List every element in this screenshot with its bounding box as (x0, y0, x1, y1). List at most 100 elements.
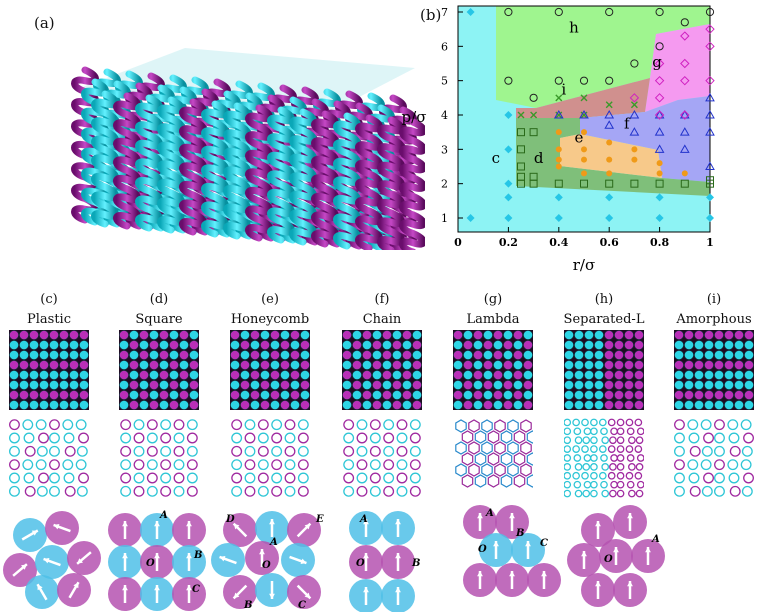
orientation-arrowhead (53, 524, 60, 530)
orientation-arrowhead (154, 521, 160, 527)
marker-amorphous (530, 111, 538, 119)
y-tick-label: 2 (441, 178, 448, 191)
marker-chain (679, 144, 690, 153)
marker-amorphous (555, 94, 563, 102)
region-label-h: h (569, 19, 579, 37)
marker-separated (554, 76, 563, 85)
marker-chain (705, 127, 715, 136)
x-tick-label: 0.6 (600, 236, 619, 249)
helix-37 (245, 104, 273, 242)
helix-30 (91, 90, 119, 228)
marker-honeycomb (606, 170, 613, 177)
marker-lambda (705, 41, 715, 52)
column-letter: (c) (40, 292, 58, 307)
x-axis-label: r/σ (573, 256, 595, 274)
marker-lambda (680, 58, 690, 69)
marker-chain (553, 109, 564, 119)
region-label-c: c (492, 149, 500, 167)
marker-chain (705, 92, 715, 102)
schematic-label: A (485, 508, 494, 519)
marker-amorphous (580, 94, 588, 102)
orientation-arrowhead (186, 553, 192, 559)
schematic-label: A (651, 534, 660, 545)
marker-lambda (654, 93, 665, 103)
orientation-arrowhead (363, 553, 369, 559)
orientation-arrowhead (363, 519, 369, 525)
schematic-label: C (192, 584, 200, 595)
region-honeycomb (560, 134, 662, 178)
helix-34 (179, 98, 207, 236)
helix-42 (355, 114, 383, 250)
marker-separated (579, 76, 589, 85)
x-tick-label: 0.2 (499, 236, 518, 249)
orientation-arrowhead (186, 521, 192, 527)
marker-plastic (605, 214, 614, 222)
marker-lambda (680, 31, 690, 41)
ring-projection (674, 419, 754, 497)
plot-area (458, 6, 710, 232)
region-label-d: d (534, 149, 544, 167)
marker-square (630, 179, 639, 188)
marker-square (529, 128, 538, 137)
marker-square (580, 179, 588, 188)
orientation-arrowhead (259, 549, 265, 555)
schematic-label: A (159, 510, 168, 521)
ring-projection (120, 419, 198, 497)
orientation-arrowhead (122, 521, 128, 527)
marker-chain (629, 127, 640, 136)
marker-honeycomb (555, 146, 562, 153)
orientation-arrowhead (122, 585, 128, 591)
column-title: Honeycomb (230, 312, 310, 327)
marker-plastic (554, 193, 563, 202)
column-title: Separated-L (563, 312, 645, 327)
marker-honeycomb (555, 129, 562, 136)
marker-square (529, 172, 538, 181)
schematic-label: E (315, 514, 324, 525)
marker-separated (554, 7, 563, 17)
structure-render (9, 330, 89, 410)
marker-separated (529, 93, 538, 102)
marker-chain (654, 109, 665, 119)
marker-plastic (655, 214, 664, 222)
schematic-label: O (604, 554, 613, 565)
helix-40 (311, 110, 339, 248)
orientation-arrowhead (219, 556, 226, 562)
schematic-label: C (298, 600, 306, 611)
orientation-arrowhead (269, 519, 275, 525)
marker-square (655, 179, 664, 188)
column-title: Lambda (466, 312, 520, 327)
orientation-arrowhead (627, 513, 633, 519)
helix-43 (377, 116, 405, 250)
marker-chain (679, 127, 690, 136)
marker-separated (705, 7, 715, 17)
x-tick-label: 0.4 (549, 236, 568, 249)
marker-honeycomb (631, 146, 638, 153)
schematic-label: O (146, 558, 155, 569)
marker-chain (705, 161, 715, 170)
region-label-e: e (575, 128, 584, 146)
y-tick-label: 6 (441, 40, 448, 53)
marker-honeycomb (606, 139, 613, 146)
orientation-arrowhead (186, 585, 192, 591)
structure-render (230, 330, 310, 410)
marker-separated (605, 76, 614, 85)
marker-separated (504, 76, 513, 85)
orientation-arrowhead (395, 519, 401, 525)
orientation-arrowhead (233, 592, 240, 599)
column-letter: (f) (374, 292, 390, 307)
marker-separated (605, 7, 614, 17)
marker-amorphous (555, 111, 563, 119)
region-lambda (645, 24, 710, 112)
helix-31 (113, 92, 141, 230)
marker-amorphous (517, 111, 525, 119)
marker-honeycomb (681, 170, 688, 177)
marker-plastic (605, 193, 614, 202)
helix-44 (399, 118, 425, 250)
structure-render (453, 330, 533, 410)
marker-amorphous (605, 101, 613, 109)
orientation-arrowhead (73, 582, 79, 589)
marker-honeycomb (606, 156, 613, 163)
marker-honeycomb (555, 163, 562, 170)
helix-35 (201, 100, 229, 238)
orientation-arrowhead (477, 571, 483, 577)
